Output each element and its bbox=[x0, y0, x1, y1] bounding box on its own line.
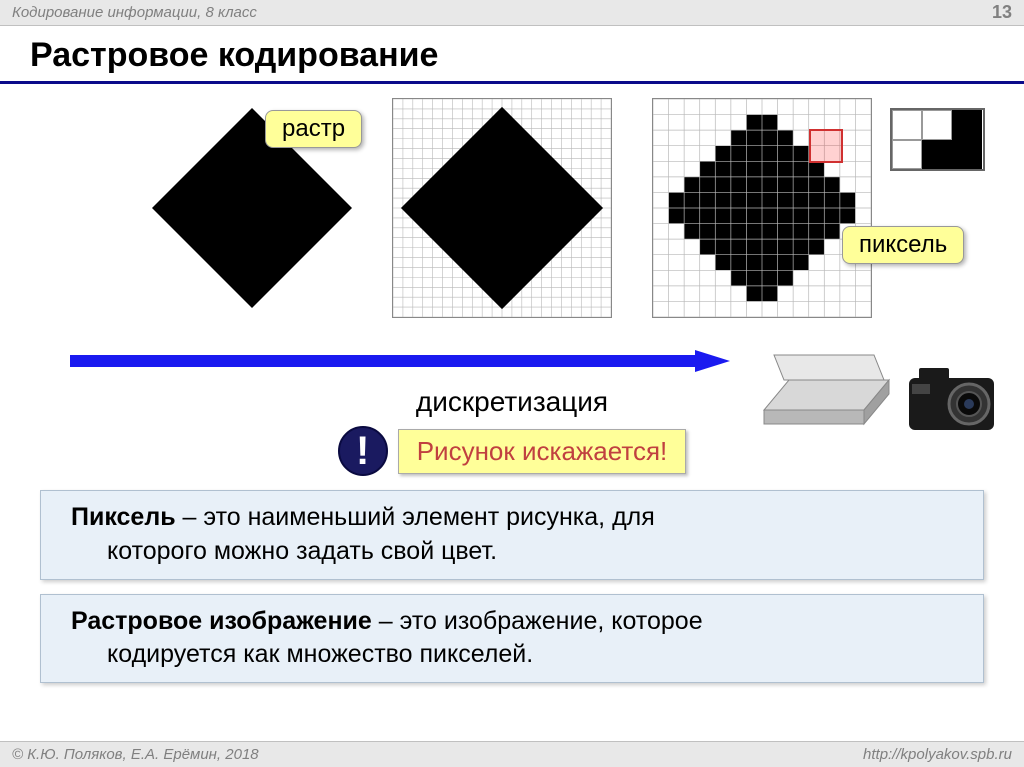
definition-raster-image: Растровое изображение – это изображение,… bbox=[40, 594, 984, 684]
page-title: Растровое кодирование bbox=[0, 26, 1024, 84]
pixel-zoom bbox=[890, 108, 985, 171]
discretization-arrow bbox=[70, 350, 730, 372]
grid-coarse bbox=[652, 98, 872, 318]
definition-pixel: Пиксель – это наименьший элемент рисунка… bbox=[40, 490, 984, 580]
def-term: Растровое изображение bbox=[71, 607, 372, 635]
warning-icon: ! bbox=[338, 426, 388, 476]
grid-medium-svg bbox=[393, 99, 611, 317]
scanner-icon bbox=[764, 355, 889, 424]
def-body: которого можно задать свой цвет. bbox=[71, 535, 963, 569]
header-bar: Кодирование информации, 8 класс 13 bbox=[0, 0, 1024, 26]
diagram-row: растр пиксель bbox=[30, 98, 994, 338]
def-term: Пиксель bbox=[71, 503, 176, 531]
pixel-highlight bbox=[809, 129, 842, 162]
warning-text: Рисунок искажается! bbox=[398, 429, 687, 474]
callout-pixel: пиксель bbox=[842, 226, 964, 264]
camera-icon bbox=[909, 368, 994, 430]
devices-illustration bbox=[744, 340, 1004, 450]
copyright: © К.Ю. Поляков, Е.А. Ерёмин, 2018 bbox=[12, 746, 259, 763]
course-label: Кодирование информации, 8 класс bbox=[12, 4, 257, 21]
def-rest: – это изображение, которое bbox=[372, 607, 703, 635]
footer-url: http://kpolyakov.spb.ru bbox=[863, 746, 1012, 763]
def-rest: – это наименьший элемент рисунка, для bbox=[176, 503, 655, 531]
callout-raster: растр bbox=[265, 110, 362, 148]
def-body: кодируется как множество пикселей. bbox=[71, 638, 963, 672]
footer-bar: © К.Ю. Поляков, Е.А. Ерёмин, 2018 http:/… bbox=[0, 741, 1024, 767]
grid-medium bbox=[392, 98, 612, 318]
page-number: 13 bbox=[992, 2, 1012, 23]
